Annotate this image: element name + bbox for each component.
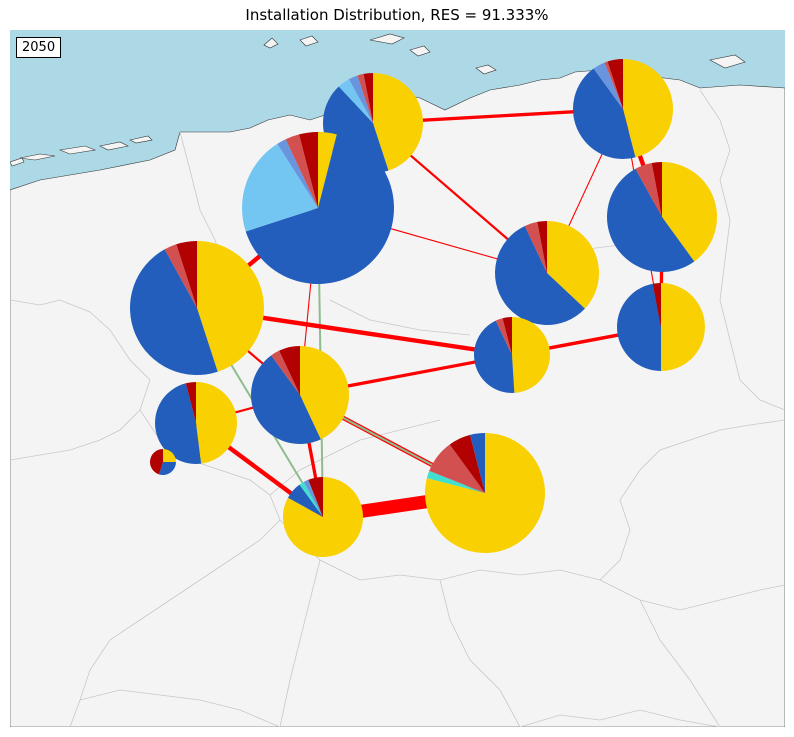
- pie-slice-n10-onwind: [155, 383, 202, 464]
- pie-slice-n2-solar: [318, 132, 337, 208]
- pie-slice-n6-solar: [547, 221, 599, 309]
- pie-slice-n3-coal: [607, 59, 623, 109]
- pie-slice-n8-solar: [512, 317, 551, 393]
- map-title: Installation Distribution, RES = 91.333%: [245, 6, 549, 24]
- pie-slice-n4-solar: [197, 241, 264, 372]
- pie-slice-n8-gas: [495, 318, 512, 355]
- coastline-islands: [10, 33, 746, 167]
- land-area: [10, 69, 785, 727]
- year-label: 2050: [16, 37, 62, 58]
- pie-slice-n3-offwind_ac: [593, 62, 623, 109]
- pie-slice-n5-coal: [651, 162, 662, 217]
- pie-slice-n1-offwind_ac: [348, 75, 373, 123]
- pie-slice-n11-ror: [299, 481, 323, 517]
- node-pie-n9: [251, 346, 349, 444]
- node-pie-n12: [425, 433, 545, 554]
- pie-slice-n1-coal: [363, 73, 373, 123]
- pie-slice-n8-onwind: [474, 320, 515, 393]
- pie-slice-n2-onwind: [245, 134, 394, 284]
- pie-slice-n7-coal: [652, 283, 661, 327]
- node-pie-n4: [129, 241, 264, 375]
- pie-slice-n5-gas: [635, 162, 662, 217]
- pie-slice-n6-coal: [537, 221, 547, 273]
- pie-slice-n9-gas: [271, 350, 300, 395]
- pie-slice-n8-coal: [502, 317, 512, 355]
- pie-slice-n9-solar: [300, 346, 349, 440]
- pie-slice-n4-gas: [164, 244, 197, 308]
- pie-slice-n4-onwind: [129, 249, 218, 375]
- node-pie-n2: [242, 132, 394, 284]
- country-borders: [10, 89, 785, 727]
- pie-slice-n9-coal: [279, 346, 300, 395]
- pie-slice-n1-solar: [373, 73, 424, 171]
- node-pie-n6: [494, 221, 599, 326]
- pie-slice-n5-onwind: [606, 168, 695, 272]
- pie-slice-n9-onwind: [251, 355, 321, 444]
- node-pie-n14: [149, 449, 176, 475]
- node-pie-n5: [606, 162, 717, 272]
- node-pie-n8: [474, 317, 551, 393]
- pie-slice-n14-coal: [149, 449, 163, 475]
- pie-slice-n12-gas: [429, 444, 485, 493]
- pie-slice-n3-gas: [604, 61, 623, 109]
- pie-slice-n10-solar: [196, 382, 237, 464]
- pie-slice-n7-onwind: [617, 283, 661, 371]
- pie-slice-n1-gas: [357, 73, 373, 123]
- pie-slice-n2-coal: [299, 132, 318, 208]
- pie-slice-n2-offwind_dc: [242, 143, 318, 232]
- pie-slice-n5-solar: [662, 162, 717, 262]
- pie-slice-n1-offwind_dc: [338, 79, 373, 123]
- pie-slice-n10-coal: [185, 382, 196, 423]
- node-pie-n7: [617, 283, 705, 371]
- pie-slice-n3-solar: [623, 59, 673, 158]
- node-pies: [129, 59, 717, 557]
- pie-slice-n14-solar: [163, 449, 176, 462]
- pie-slice-n12-solar: [425, 433, 545, 554]
- pie-slice-n7-solar: [661, 283, 705, 371]
- pie-slice-n2-offwind_ac: [277, 139, 318, 208]
- pie-slice-n11-onwind: [287, 484, 323, 517]
- pie-slice-n6-onwind: [494, 225, 585, 326]
- pie-slice-n4-coal: [176, 241, 197, 308]
- node-pie-n11: [282, 477, 363, 557]
- pie-slice-n6-gas: [524, 221, 547, 273]
- node-pie-n3: [573, 59, 673, 159]
- pie-slice-n2-gas: [285, 134, 318, 208]
- pie-slice-n12-coal: [449, 434, 485, 493]
- pie-slice-n12-ror: [426, 470, 485, 493]
- node-pie-n10: [155, 382, 237, 464]
- pie-slice-n11-coal: [308, 477, 323, 517]
- pie-slice-n14-onwind: [158, 462, 176, 475]
- pie-slice-n11-offwind_ac: [303, 479, 323, 517]
- pie-slice-n12-onwind: [470, 433, 485, 493]
- pie-slice-n3-onwind: [573, 68, 636, 159]
